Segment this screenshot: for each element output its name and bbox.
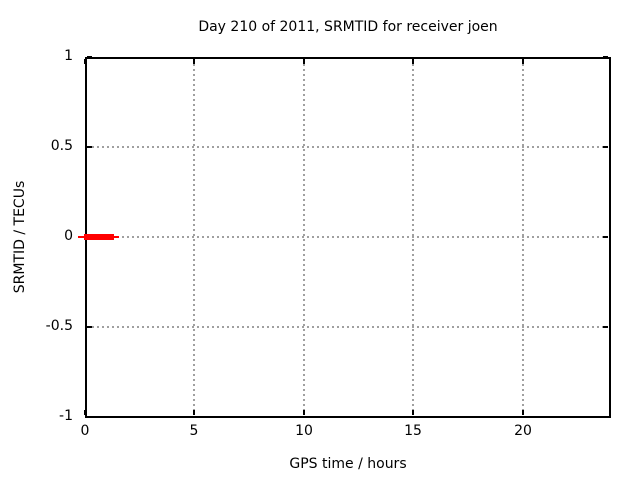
x-tick-mark-bottom <box>522 410 524 415</box>
y-gridline <box>87 326 608 328</box>
x-tick-mark-top <box>303 59 305 64</box>
y-tick-label: 1 <box>64 48 73 64</box>
x-tick-mark-bottom <box>412 410 414 415</box>
x-axis-label: GPS time / hours <box>289 456 407 472</box>
x-tick-mark-bottom <box>193 410 195 415</box>
y-tick-mark-right <box>603 146 608 148</box>
x-tick-label: 0 <box>80 423 90 439</box>
x-tick-mark-top <box>193 59 195 64</box>
x-tick-label: 10 <box>295 423 313 439</box>
x-tick-mark-top <box>522 59 524 64</box>
y-gridline <box>87 146 608 148</box>
y-tick-label: 0.5 <box>50 138 73 154</box>
x-tick-label: 15 <box>404 423 422 439</box>
y-tick-mark-right <box>603 416 608 418</box>
x-tick-label: 5 <box>189 423 199 439</box>
x-tick-mark-top <box>412 59 414 64</box>
y-tick-mark-left <box>87 416 92 418</box>
y-gridline <box>87 236 608 238</box>
x-tick-label: 20 <box>514 423 532 439</box>
x-tick-mark-bottom <box>303 410 305 415</box>
y-tick-mark-right <box>603 56 608 58</box>
data-series-line <box>84 234 114 240</box>
chart-title: Day 210 of 2011, SRMTID for receiver joe… <box>198 19 498 35</box>
y-tick-label: -1 <box>59 408 73 424</box>
y-tick-label: 0 <box>64 228 73 244</box>
y-tick-mark-left <box>87 326 92 328</box>
y-tick-mark-right <box>603 236 608 238</box>
x-tick-mark-bottom <box>84 410 86 415</box>
y-tick-mark-left <box>87 146 92 148</box>
x-tick-mark-top <box>84 59 86 64</box>
y-tick-mark-right <box>603 326 608 328</box>
y-tick-mark-left <box>87 56 92 58</box>
y-tick-label: -0.5 <box>45 318 73 334</box>
